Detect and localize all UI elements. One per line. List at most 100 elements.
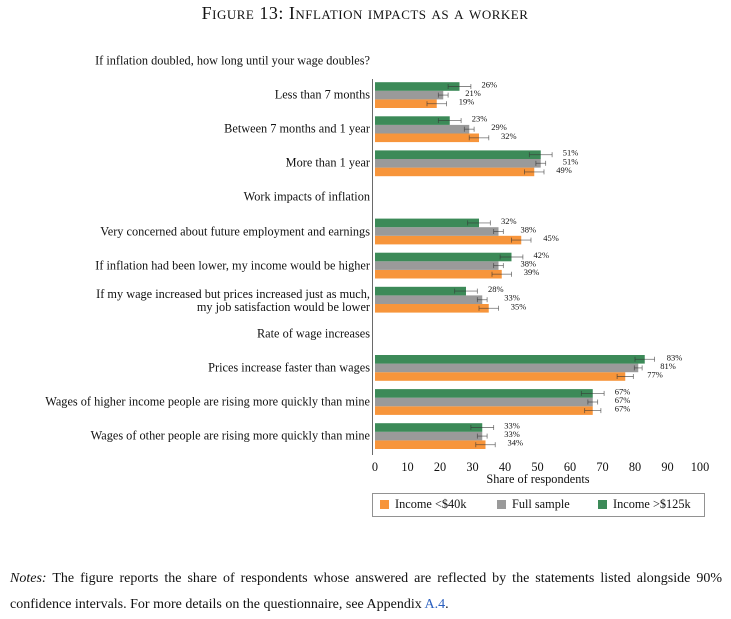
bar [375,397,593,407]
error-bar [535,160,547,166]
category-label: If inflation had been lower, my income w… [95,258,370,273]
value-label: 33% [504,429,520,439]
value-label: 23% [472,114,488,124]
bar [375,150,541,159]
value-label: 81% [660,361,676,371]
chart: Figure 13: Inflation impacts as a worker… [202,3,709,517]
appendix-link[interactable]: A.4 [424,597,446,612]
error-bar [580,390,605,396]
bar [375,431,483,441]
legend-label: Income >$125k [613,497,691,511]
bar [375,167,535,177]
category-label: Prices increase faster than wages [208,360,370,375]
value-label: 35% [511,301,527,311]
bar [375,304,489,313]
x-tick-label: 0 [372,460,378,474]
value-label: 67% [615,386,631,396]
value-label: 67% [615,395,631,405]
error-bar [476,297,488,303]
bar [375,423,483,432]
bar [375,90,444,100]
bar [375,363,639,373]
error-bar [493,263,504,269]
legend-swatch [380,500,389,509]
value-label: 21% [465,88,481,98]
bar [375,99,437,108]
value-label: 34% [508,438,524,448]
error-bar [493,229,504,234]
bar [375,124,470,134]
category-label: Less than 7 months [274,87,370,102]
category-label: If my wage increased but prices increase… [96,286,370,314]
notes-text: The figure reports the share of responde… [10,571,723,612]
section-heading: Rate of wage increases [256,326,370,341]
value-label: 33% [504,293,520,303]
error-bar [476,433,488,439]
value-label: 38% [521,224,537,234]
error-bar [437,92,449,98]
legend-swatch [497,500,506,509]
x-tick-label: 90 [661,460,673,474]
notes-end: . [445,597,449,612]
value-label: 49% [556,165,572,175]
error-bar [426,101,447,107]
value-label: 83% [667,352,683,362]
value-label: 42% [534,250,550,260]
error-bar [470,425,495,430]
category-label: Wages of higher income people are rising… [45,394,370,409]
value-label: 33% [504,420,520,430]
bar [375,355,645,364]
section-heading: Work impacts of inflation [243,189,370,204]
x-tick-label: 80 [629,460,641,474]
x-tick-label: 60 [564,460,576,474]
x-tick-label: 10 [401,460,413,474]
error-bar [584,408,602,414]
value-label: 29% [491,122,507,132]
error-bar [468,135,490,141]
bar [375,440,486,449]
bar [375,252,512,262]
error-bar [463,126,475,132]
value-label: 67% [615,404,631,414]
value-label: 51% [563,156,579,166]
x-tick-label: 20 [434,460,446,474]
bar [375,389,593,398]
error-bar [524,169,545,175]
error-bar [447,84,472,89]
section-heading: If inflation doubled, how long until you… [95,53,370,68]
value-label: 26% [482,79,498,89]
bar [375,372,626,381]
error-bar [511,237,532,243]
error-bar [587,399,599,405]
legend-label: Income <$40k [395,497,467,511]
bar [375,116,450,125]
value-label: 28% [488,284,504,294]
bar [375,406,593,415]
value-label: 45% [543,233,559,243]
value-label: 38% [521,259,537,269]
bar [375,286,466,296]
category-label: More than 1 year [285,155,370,170]
error-bar [528,152,553,158]
x-tick-label: 30 [466,460,478,474]
x-tick-label: 50 [531,460,543,474]
notes: Notes: The figure reports the share of r… [10,566,722,618]
bar [375,218,479,228]
chart-title: Figure 13: Inflation impacts as a worker [202,3,529,23]
error-bar [499,254,524,260]
error-bar [634,356,655,362]
x-tick-label: 100 [691,460,709,474]
bar [375,133,479,143]
value-label: 77% [647,369,663,379]
value-label: 39% [524,267,540,277]
legend-label: Full sample [512,497,570,511]
value-label: 51% [563,148,579,158]
error-bar [616,374,634,379]
bar [375,227,499,236]
error-bar [475,442,496,448]
error-bar [478,305,499,311]
error-bar [467,220,491,226]
category-label: Between 7 months and 1 year [224,121,370,136]
value-label: 32% [501,216,517,226]
